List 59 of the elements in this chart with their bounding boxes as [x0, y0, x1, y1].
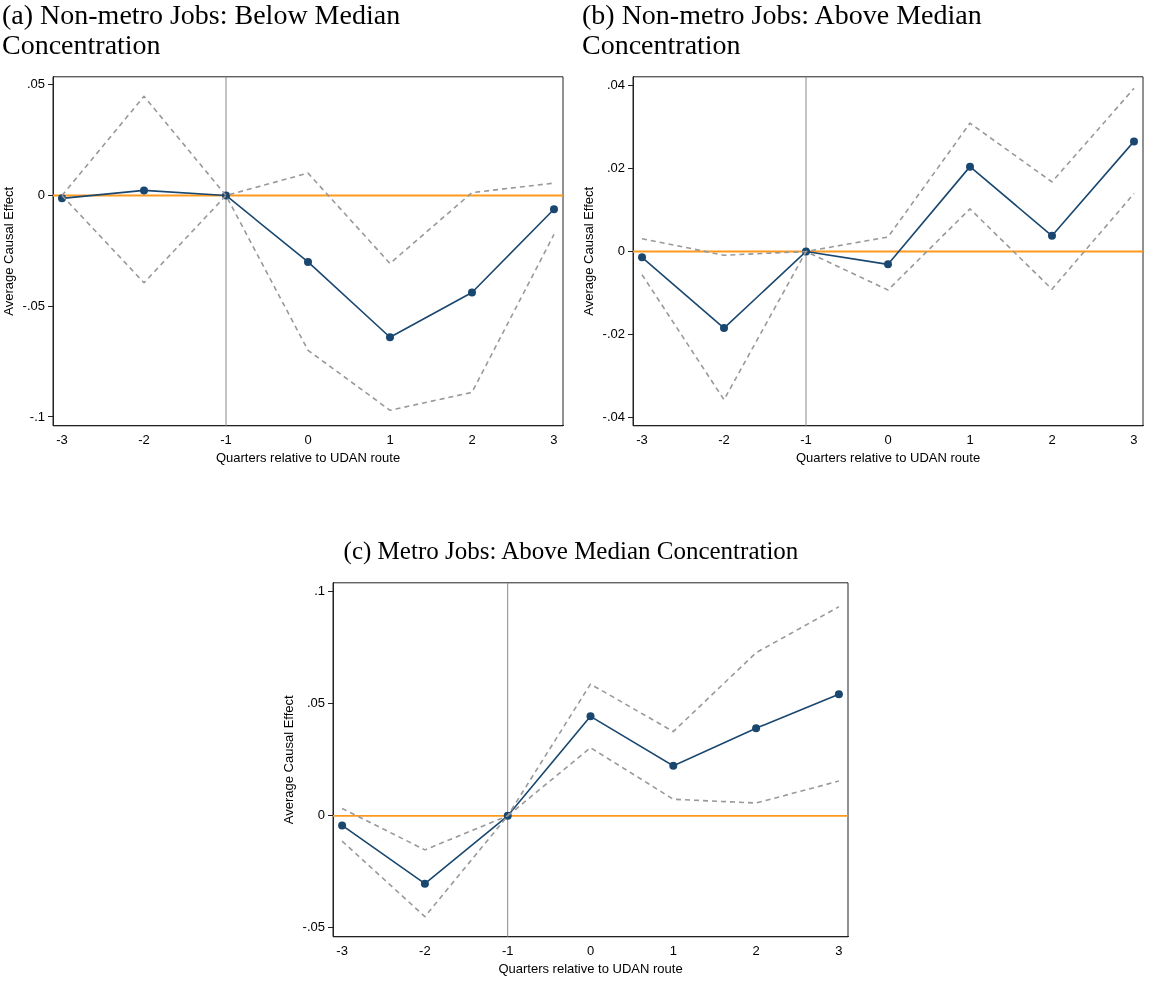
point: [1047, 231, 1056, 240]
x-tick-label: 1: [386, 432, 394, 448]
point: [338, 821, 347, 830]
chart-title: (a) Non-metro Jobs: Below Median Concentration: [2, 0, 402, 62]
point: [669, 761, 678, 770]
y-tick-label: 0: [617, 243, 625, 259]
x-tick-label: -2: [718, 432, 730, 448]
chart-title: (c) Metro Jobs: Above Median Concentration: [342, 536, 800, 567]
chart-title: (b) Non-metro Jobs: Above Median Concentration: [582, 0, 983, 62]
y-tick-label: .05: [26, 76, 45, 92]
y-tick-label: 0: [317, 807, 325, 823]
x-tick-label: -2: [138, 432, 150, 448]
x-tick-label: -1: [800, 432, 812, 448]
x-tick-label: -1: [220, 432, 232, 448]
x-tick-label: -3: [336, 943, 348, 959]
y-tick-label: -.05: [22, 297, 45, 313]
y-tick-label: .02: [606, 160, 625, 176]
x-tick-label: 2: [752, 943, 760, 959]
y-tick-label: -.1: [29, 408, 45, 424]
x-tick-label: 0: [586, 943, 595, 959]
point: [385, 333, 394, 342]
point: [720, 324, 729, 333]
x-tick-label: 1: [966, 432, 974, 448]
x-tick-label: 0: [884, 432, 892, 448]
point: [1129, 137, 1138, 146]
point: [884, 260, 892, 269]
x-axis-title: Quarters relative to UDAN route: [498, 960, 683, 976]
point: [140, 186, 149, 195]
y-axis-title: Average Causal Effect: [281, 694, 297, 825]
point: [752, 724, 761, 733]
y-tick-label: .1: [314, 583, 325, 599]
y-tick-label: .05: [306, 695, 325, 711]
y-tick-label: .04: [606, 77, 625, 93]
x-tick-label: 3: [835, 943, 843, 959]
point: [834, 690, 843, 699]
y-axis-title: Average Causal Effect: [581, 186, 597, 316]
point: [586, 712, 595, 721]
x-tick-label: -3: [636, 432, 648, 448]
y-tick-label: -.02: [602, 325, 625, 341]
y-tick-label: -.04: [602, 408, 625, 424]
point: [467, 288, 476, 297]
x-tick-label: 3: [550, 432, 558, 448]
x-tick-label: 2: [1048, 432, 1056, 448]
point: [638, 253, 647, 262]
point: [420, 879, 429, 888]
x-tick-label: -2: [419, 943, 431, 959]
x-axis-title: Quarters relative to UDAN route: [795, 449, 981, 465]
x-tick-label: 2: [468, 432, 476, 448]
point: [304, 257, 312, 266]
point: [965, 162, 974, 171]
x-tick-label: -3: [56, 432, 68, 448]
x-tick-label: 1: [669, 943, 677, 959]
y-tick-label: -.05: [302, 919, 325, 935]
point: [549, 205, 558, 214]
x-axis-title: Quarters relative to UDAN route: [215, 449, 401, 465]
y-axis-title: Average Causal Effect: [1, 186, 17, 316]
x-tick-label: 3: [1130, 432, 1138, 448]
y-tick-label: 0: [37, 187, 45, 203]
x-tick-label: -1: [501, 943, 514, 959]
